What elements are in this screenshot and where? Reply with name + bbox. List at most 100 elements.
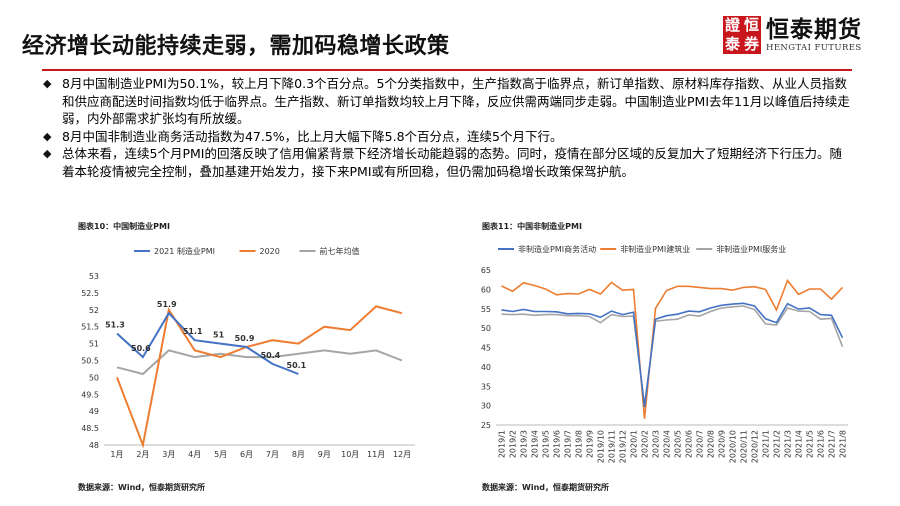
brand-name-cn: 恒泰期货 — [766, 16, 862, 43]
summary-bullets: 8月中国制造业PMI为50.1%，较上月下降0.3个百分点。5个分类指数中，生产… — [43, 75, 852, 180]
x-tick-label: 10月 — [341, 450, 359, 459]
logo-seal-icon: 證 恒 泰 券 — [723, 16, 761, 54]
x-tick-label: 2月 — [136, 450, 149, 459]
x-tick-label: 5月 — [214, 450, 227, 459]
data-label: 50.9 — [235, 334, 255, 343]
x-tick-label: 9月 — [318, 450, 331, 459]
data-label: 50.4 — [261, 351, 281, 360]
data-label: 51.1 — [183, 327, 203, 336]
y-tick-label: 51.5 — [81, 323, 99, 332]
x-tick-label: 2021/7 — [828, 430, 837, 458]
y-tick-label: 40 — [481, 363, 491, 372]
y-tick-label: 50 — [481, 324, 491, 333]
x-tick-label: 2020/6 — [685, 430, 694, 458]
y-tick-label: 48.5 — [81, 424, 99, 433]
series-line — [501, 305, 844, 406]
series-line — [116, 305, 403, 449]
y-tick-label: 30 — [481, 402, 491, 411]
x-tick-label: 2019/4 — [531, 430, 540, 458]
left-figure-caption: 图表10：中国制造业PMI — [78, 221, 170, 231]
left-chart-panel: 图表10：中国制造业PMI 53 52.5 52 51.5 51 50.5 50 49.5 49… — [70, 213, 430, 498]
legend-label: 非制造业PMI建筑业 — [620, 244, 690, 254]
left-plot-area: 53 52.5 52 51.5 51 50.5 50 49.5 49 48.5 48 1月 2月 3月 4月… — [81, 246, 415, 459]
data-label: 50.1 — [287, 361, 307, 370]
x-tick-label: 8月 — [292, 450, 305, 459]
y-tick-label: 60 — [481, 285, 491, 294]
legend-label: 非制造业PMI服务业 — [716, 244, 786, 254]
x-tick-label: 2019/7 — [564, 430, 573, 458]
x-tick-label: 2020/7 — [696, 430, 705, 458]
x-tick-label: 2020/8 — [707, 430, 716, 458]
seal-char: 恒 — [743, 16, 759, 34]
right-chart-panel: 图表11：中国非制造业PMI 65 60 55 50 45 40 35 30 25 2019/1 2… — [478, 213, 863, 498]
x-tick-label: 11月 — [367, 450, 385, 459]
y-tick-label: 53 — [89, 272, 99, 281]
x-tick-label: 2021/4 — [795, 430, 804, 458]
data-label: 51 — [213, 331, 225, 340]
y-tick-label: 45 — [481, 344, 491, 353]
y-tick-label: 52.5 — [81, 289, 99, 298]
y-tick-label: 50.5 — [81, 357, 99, 366]
y-tick-label: 48 — [89, 441, 99, 450]
x-tick-label: 2021/8 — [839, 430, 848, 458]
x-tick-label: 2020/1 — [630, 430, 639, 458]
x-tick-label: 4月 — [188, 450, 201, 459]
x-tick-label: 2019/8 — [575, 430, 584, 458]
x-tick-label: 2019/2 — [509, 430, 518, 458]
bullet-item: 8月中国非制造业商务活动指数为47.5%，比上月大幅下降5.8个百分点，连续5个… — [43, 128, 852, 146]
brand-name: 恒泰期货 HENGTAI FUTURES — [766, 16, 862, 53]
left-figure-source: 数据来源：Wind，恒泰期货研究所 — [78, 482, 205, 492]
seal-char: 泰 — [724, 35, 740, 53]
x-tick-label: 2021/5 — [806, 430, 815, 458]
y-tick-label: 35 — [481, 382, 491, 391]
x-tick-label: 2021/2 — [773, 430, 782, 458]
x-tick-label: 2020/4 — [663, 430, 672, 458]
x-tick-label: 2019/11 — [608, 430, 617, 463]
data-label: 51.9 — [157, 300, 177, 309]
company-logo: 證 恒 泰 券 恒泰期货 HENGTAI FUTURES — [723, 16, 862, 54]
x-tick-label: 2019/3 — [520, 430, 529, 458]
x-tick-label: 12月 — [393, 450, 411, 459]
bullet-item: 8月中国制造业PMI为50.1%，较上月下降0.3个百分点。5个分类指数中，生产… — [43, 75, 852, 128]
x-tick-label: 7月 — [266, 450, 279, 459]
series-line — [116, 349, 403, 376]
series-line — [116, 311, 299, 375]
y-tick-label: 49 — [89, 407, 99, 416]
x-tick-label: 2020/9 — [718, 430, 727, 458]
x-tick-label: 2020/5 — [674, 430, 683, 458]
x-tick-label: 1月 — [110, 450, 123, 459]
brand-name-en: HENGTAI FUTURES — [766, 42, 862, 53]
x-tick-label: 2020/12 — [751, 430, 760, 463]
x-tick-label: 3月 — [162, 450, 175, 459]
x-tick-label: 2019/12 — [619, 430, 628, 463]
legend-label: 非制造业PMI商务活动 — [518, 244, 596, 254]
x-tick-label: 2020/11 — [740, 430, 749, 463]
x-tick-label: 2019/9 — [586, 430, 595, 458]
y-tick-label: 25 — [481, 421, 491, 430]
x-tick-label: 2019/6 — [553, 430, 562, 458]
x-tick-label: 2019/5 — [542, 430, 551, 458]
legend-label: 2021 制造业PMI — [154, 246, 215, 256]
y-tick-label: 51 — [89, 340, 99, 349]
x-tick-label: 2020/3 — [652, 430, 661, 458]
x-tick-label: 2019/10 — [597, 430, 606, 463]
data-label: 50.6 — [131, 344, 151, 353]
y-tick-label: 55 — [481, 305, 491, 314]
y-tick-label: 65 — [481, 266, 491, 275]
seal-char: 券 — [743, 35, 759, 53]
right-figure-source: 数据来源：Wind，恒泰期货研究所 — [482, 482, 609, 492]
page-title: 经济增长动能持续走弱，需加码稳增长政策 — [22, 34, 450, 59]
right-figure-caption: 图表11：中国非制造业PMI — [482, 221, 582, 231]
y-tick-label: 50 — [89, 373, 99, 382]
y-tick-label: 49.5 — [81, 390, 99, 399]
x-tick-label: 2019/1 — [498, 430, 507, 458]
title-divider — [42, 69, 852, 71]
x-tick-label: 2021/3 — [784, 430, 793, 458]
x-tick-label: 2020/2 — [641, 430, 650, 458]
legend-label: 前七年均值 — [320, 246, 360, 256]
x-tick-label: 6月 — [240, 450, 253, 459]
series-line — [501, 302, 844, 408]
seal-char: 證 — [724, 16, 740, 34]
